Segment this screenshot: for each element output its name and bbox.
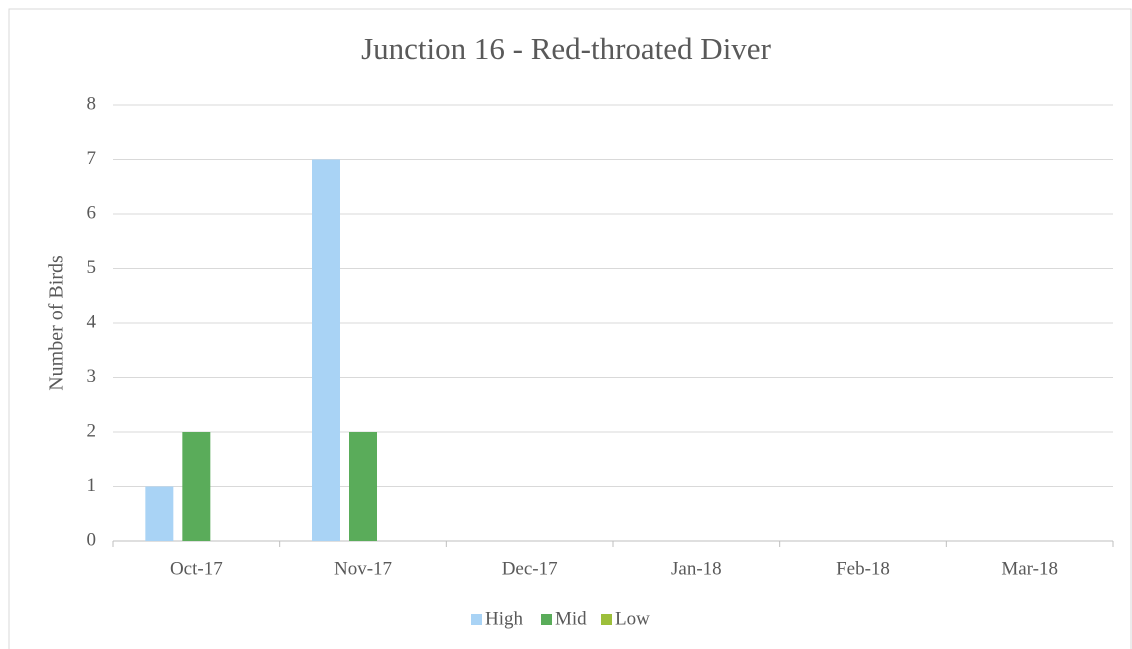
y-tick-label: 3 <box>87 366 97 387</box>
bar <box>182 432 211 541</box>
y-tick-label: 7 <box>87 148 97 169</box>
bar <box>312 159 340 541</box>
y-tick-label: 4 <box>87 311 97 332</box>
y-tick-label: 0 <box>87 529 97 550</box>
legend-swatch <box>541 614 552 625</box>
y-tick-label: 2 <box>87 420 97 441</box>
y-tick-label: 5 <box>87 257 97 278</box>
bar <box>145 486 174 541</box>
y-tick-label: 6 <box>87 202 97 223</box>
chart-title: Junction 16 - Red-throated Diver <box>361 31 771 66</box>
legend-swatch <box>471 614 482 625</box>
x-tick-label: Feb-18 <box>836 558 890 579</box>
legend-label: Low <box>615 608 650 629</box>
legend-label: Mid <box>555 608 587 629</box>
x-tick-label: Mar-18 <box>1001 558 1058 579</box>
legend-label: High <box>485 608 524 629</box>
y-tick-label: 1 <box>87 475 97 496</box>
x-tick-label: Oct-17 <box>170 558 223 579</box>
legend-swatch <box>601 614 612 625</box>
x-tick-label: Dec-17 <box>502 558 558 579</box>
bar <box>349 432 377 541</box>
y-axis-label: Number of Birds <box>46 255 68 391</box>
x-tick-label: Nov-17 <box>334 558 392 579</box>
y-tick-label: 8 <box>87 93 97 114</box>
chart-frame <box>8 8 1132 649</box>
x-tick-label: Jan-18 <box>671 558 722 579</box>
